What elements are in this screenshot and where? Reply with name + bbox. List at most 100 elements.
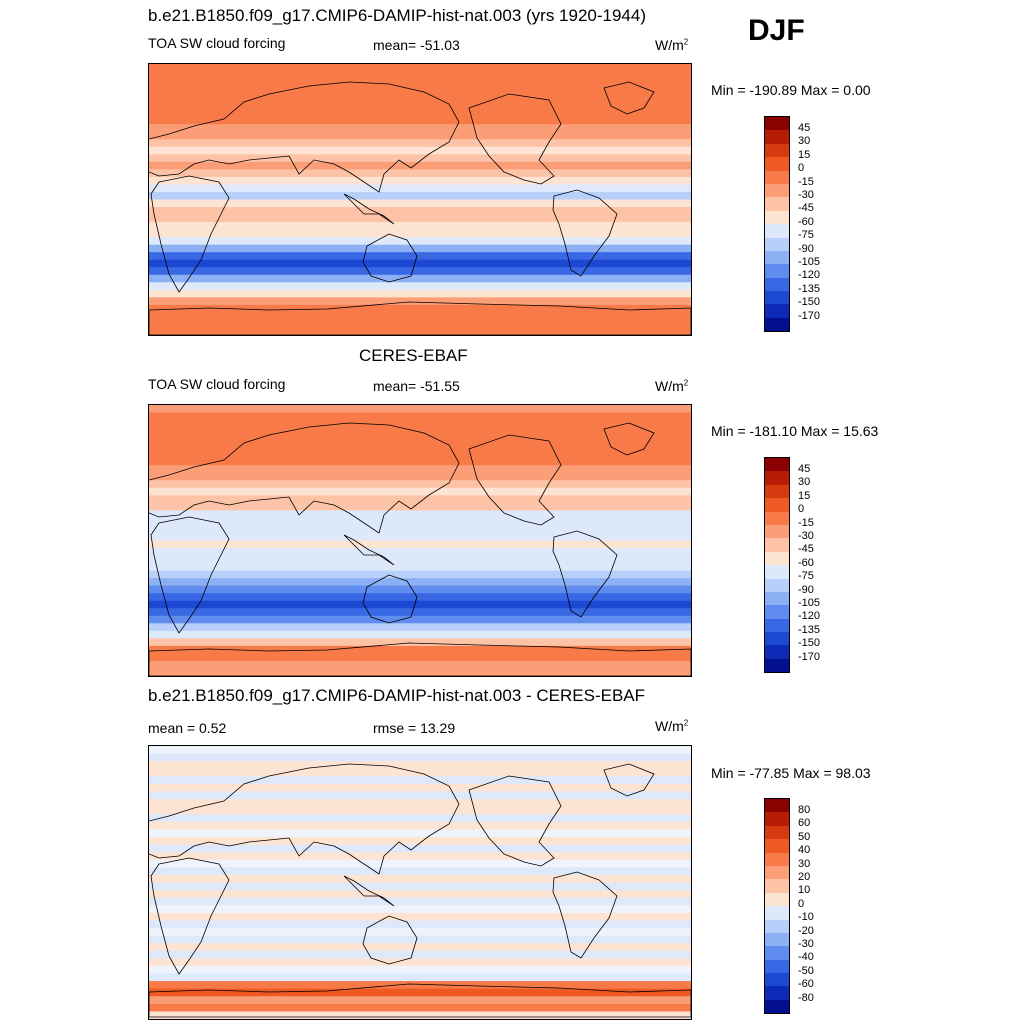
colorbar-tick-label: -90 bbox=[798, 242, 814, 255]
field-band bbox=[149, 184, 691, 193]
field-band bbox=[149, 660, 691, 670]
colorbar-swatch bbox=[765, 591, 789, 606]
field-band bbox=[149, 412, 691, 421]
colorbar-swatch bbox=[765, 986, 789, 1000]
field-band bbox=[149, 487, 691, 496]
field-band bbox=[149, 615, 691, 624]
coastline bbox=[149, 983, 691, 1018]
field-band bbox=[149, 829, 691, 838]
field-band bbox=[149, 958, 691, 967]
field-band bbox=[149, 274, 691, 283]
field-band bbox=[149, 540, 691, 549]
colorbar-swatch bbox=[765, 170, 789, 184]
colorbar-swatch bbox=[765, 291, 789, 305]
coastline bbox=[468, 93, 562, 185]
colorbar-swatch bbox=[765, 618, 789, 633]
colorbar-tick-label: 0 bbox=[798, 897, 805, 910]
field-band bbox=[149, 776, 691, 785]
colorbar-swatch bbox=[765, 458, 789, 472]
field-band bbox=[149, 653, 691, 662]
panel1-map-svg bbox=[149, 64, 691, 335]
colorbar-swatch bbox=[765, 551, 789, 566]
field-band bbox=[149, 472, 691, 481]
field-band bbox=[149, 578, 691, 587]
field-band bbox=[149, 229, 691, 238]
colorbar-swatch bbox=[765, 130, 789, 144]
colorbar-tick-label: -60 bbox=[798, 556, 814, 569]
field-band bbox=[149, 480, 691, 489]
colorbar-tick-label: -40 bbox=[798, 951, 814, 964]
colorbar-swatch bbox=[765, 224, 789, 238]
colorbar-tick-label: 0 bbox=[798, 503, 805, 516]
coastline bbox=[343, 534, 395, 566]
colorbar-tick-label: -15 bbox=[798, 175, 814, 188]
field-band bbox=[149, 191, 691, 201]
colorbar-swatch bbox=[765, 484, 789, 499]
colorbar-swatch bbox=[765, 183, 789, 198]
colorbar-swatch bbox=[765, 117, 789, 131]
field-band bbox=[149, 668, 691, 676]
colorbar-swatch bbox=[765, 157, 789, 171]
colorbar-tick-label: 45 bbox=[798, 122, 811, 134]
field-band bbox=[149, 912, 691, 922]
panel3-map-svg bbox=[149, 746, 691, 1019]
field-band bbox=[149, 109, 691, 118]
colorbar-tick-label: 30 bbox=[798, 857, 811, 870]
field-band bbox=[149, 131, 691, 140]
coastline bbox=[603, 763, 655, 797]
field-band bbox=[149, 753, 691, 762]
field-band bbox=[149, 319, 691, 329]
field-band bbox=[149, 465, 691, 474]
colorbar-swatch bbox=[765, 932, 789, 947]
coastline bbox=[150, 175, 230, 293]
field-band bbox=[149, 420, 691, 429]
colorbar-swatch bbox=[765, 865, 789, 880]
colorbar-swatch bbox=[765, 524, 789, 539]
field-band bbox=[149, 101, 691, 110]
panel3-colorbar bbox=[764, 798, 790, 1015]
coastline bbox=[603, 422, 655, 456]
field-band bbox=[149, 79, 691, 88]
colorbar-swatch bbox=[765, 839, 789, 853]
field-band bbox=[149, 844, 691, 853]
field-band bbox=[149, 267, 691, 276]
colorbar-tick-label: -105 bbox=[798, 597, 821, 609]
colorbar-tick-label: -20 bbox=[798, 924, 814, 937]
field-band bbox=[149, 71, 691, 80]
field-band bbox=[149, 532, 691, 542]
field-band bbox=[149, 988, 691, 997]
panel2-left-label: TOA SW cloud forcing bbox=[148, 376, 286, 392]
field-band bbox=[149, 139, 691, 148]
panel1-map bbox=[148, 63, 692, 336]
field-band bbox=[149, 821, 691, 831]
colorbar-swatch bbox=[765, 565, 789, 579]
coastline bbox=[552, 530, 618, 618]
colorbar-swatch bbox=[765, 658, 789, 673]
panel2-map bbox=[148, 404, 692, 677]
colorbar-tick-label: 60 bbox=[798, 817, 811, 830]
field-band bbox=[149, 405, 691, 414]
field-band bbox=[149, 169, 691, 178]
field-band bbox=[149, 252, 691, 261]
field-band bbox=[149, 237, 691, 246]
colorbar-tick-label: 10 bbox=[798, 884, 811, 897]
panel2-units: W/m2 bbox=[655, 378, 689, 394]
field-band bbox=[149, 176, 691, 186]
colorbar-tick-label: 80 bbox=[798, 804, 811, 816]
coastline bbox=[362, 915, 418, 965]
panel2-map-svg bbox=[149, 405, 691, 676]
field-band bbox=[149, 973, 691, 982]
colorbar-tick-label: -75 bbox=[798, 570, 814, 583]
colorbar-tick-label: 15 bbox=[798, 489, 811, 502]
field-band bbox=[149, 806, 691, 815]
coastline bbox=[149, 422, 460, 534]
colorbar-tick-label: 30 bbox=[798, 135, 811, 148]
field-band bbox=[149, 495, 691, 504]
field-band bbox=[149, 64, 691, 73]
field-band bbox=[149, 222, 691, 231]
colorbar-tick-label: -50 bbox=[798, 964, 814, 977]
field-band bbox=[149, 1003, 691, 1013]
colorbar-swatch bbox=[765, 511, 789, 525]
field-band bbox=[149, 837, 691, 846]
colorbar-tick-label: -80 bbox=[798, 991, 814, 1004]
